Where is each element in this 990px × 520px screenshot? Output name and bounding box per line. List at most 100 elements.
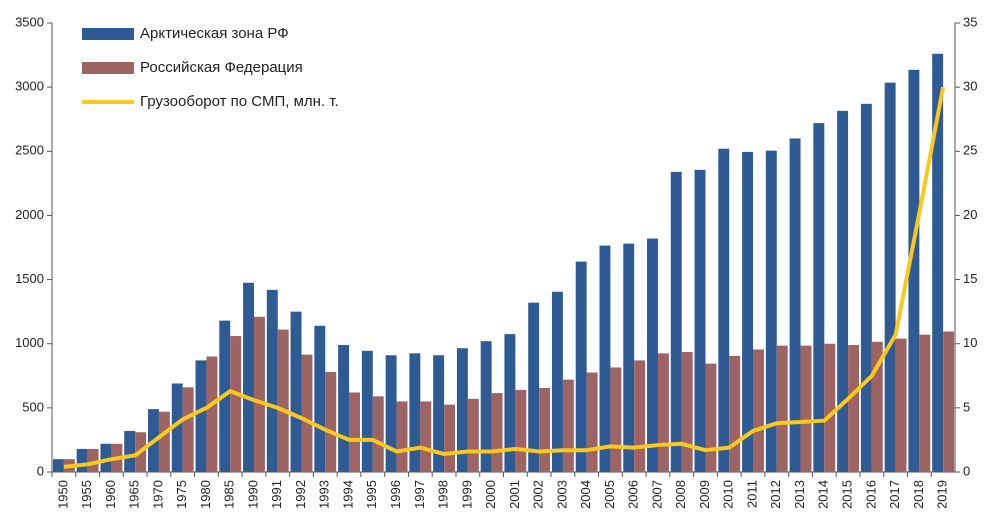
x-tick-label: 2000 xyxy=(483,480,498,509)
x-tick-label: 1950 xyxy=(55,480,70,509)
bar xyxy=(52,459,64,472)
y-tick-label: 3500 xyxy=(15,14,44,29)
bar xyxy=(919,334,931,472)
y2-tick-label: 5 xyxy=(963,399,970,414)
x-tick-label: 2007 xyxy=(649,480,664,509)
x-tick-label: 2018 xyxy=(911,480,926,509)
bar xyxy=(657,353,669,472)
x-tick-label: 2003 xyxy=(554,480,569,509)
x-tick-label: 2010 xyxy=(721,480,736,509)
bar xyxy=(871,341,883,472)
bar xyxy=(243,282,254,472)
bar xyxy=(705,363,717,472)
x-tick-label: 1985 xyxy=(222,480,237,509)
legend-label: Грузооборот по СМП, млн. т. xyxy=(140,93,339,110)
bar xyxy=(314,325,326,472)
bar xyxy=(860,103,872,472)
x-tick-label: 1993 xyxy=(317,480,332,509)
x-tick-label: 2017 xyxy=(887,480,902,509)
y2-tick-label: 20 xyxy=(963,207,977,222)
bar xyxy=(467,398,479,472)
bar xyxy=(515,389,527,472)
bar xyxy=(776,345,788,472)
bar xyxy=(338,344,350,472)
bar xyxy=(491,393,503,472)
x-tick-label: 1994 xyxy=(340,480,355,509)
bar xyxy=(753,349,764,472)
bar xyxy=(694,169,706,472)
bar xyxy=(385,355,397,472)
x-tick-label: 2011 xyxy=(744,480,759,508)
bar xyxy=(943,331,955,472)
bar xyxy=(623,243,635,472)
bar xyxy=(158,411,170,472)
bar xyxy=(575,261,587,472)
y-tick-label: 3000 xyxy=(15,79,44,94)
bar xyxy=(230,336,242,472)
legend-label: Российская Федерация xyxy=(140,59,303,76)
bar xyxy=(290,311,302,472)
bar xyxy=(396,401,408,472)
bar xyxy=(182,387,194,472)
y-tick-label: 1500 xyxy=(15,271,44,286)
bar xyxy=(433,355,445,472)
bar xyxy=(647,238,658,472)
y-tick-label: 1000 xyxy=(15,335,44,350)
bar xyxy=(195,360,207,472)
bar xyxy=(409,353,421,472)
bar xyxy=(444,404,456,472)
x-tick-label: 1955 xyxy=(79,480,94,509)
bar xyxy=(124,430,136,472)
bar xyxy=(480,341,492,472)
y-tick-label: 0 xyxy=(37,463,44,478)
x-tick-label: 2006 xyxy=(626,480,641,509)
x-tick-label: 1991 xyxy=(269,480,284,509)
x-tick-label: 2013 xyxy=(792,480,807,509)
y2-tick-label: 0 xyxy=(963,463,970,478)
y2-tick-label: 10 xyxy=(963,335,977,350)
bar xyxy=(586,372,598,472)
bar xyxy=(884,82,896,472)
bar xyxy=(670,171,682,472)
bar xyxy=(277,329,289,472)
x-tick-label: 1975 xyxy=(174,480,189,509)
bar xyxy=(599,245,611,472)
line xyxy=(63,86,946,469)
bar xyxy=(420,401,432,472)
bar xyxy=(729,355,741,472)
bar xyxy=(562,379,574,472)
x-tick-label: 1960 xyxy=(103,480,118,509)
bar xyxy=(932,53,944,472)
bar xyxy=(551,291,563,472)
bar xyxy=(361,350,373,472)
x-tick-label: 2008 xyxy=(673,480,688,509)
bar xyxy=(800,345,812,472)
x-tick-label: 2002 xyxy=(531,480,546,509)
bar xyxy=(456,348,468,472)
bar xyxy=(789,138,801,472)
bar xyxy=(895,338,907,472)
x-tick-label: 1996 xyxy=(388,480,403,509)
x-tick-label: 2009 xyxy=(697,480,712,509)
y2-tick-label: 15 xyxy=(963,271,977,286)
bar xyxy=(824,343,836,472)
bar xyxy=(349,392,360,472)
x-tick-label: 1980 xyxy=(198,480,213,509)
x-tick-label: 1965 xyxy=(127,480,142,509)
bar xyxy=(837,110,849,472)
bar xyxy=(372,396,384,472)
bar xyxy=(100,443,112,472)
bar xyxy=(718,148,730,472)
bar xyxy=(765,150,777,472)
x-tick-label: 2012 xyxy=(768,480,783,509)
bar xyxy=(539,387,551,472)
bar xyxy=(76,448,88,472)
x-tick-label: 1997 xyxy=(412,480,427,509)
bar xyxy=(206,356,218,472)
bar xyxy=(253,316,265,472)
x-tick-label: 2019 xyxy=(935,480,950,509)
bar xyxy=(681,352,693,472)
x-tick-label: 1992 xyxy=(293,480,308,509)
bar xyxy=(908,69,920,473)
